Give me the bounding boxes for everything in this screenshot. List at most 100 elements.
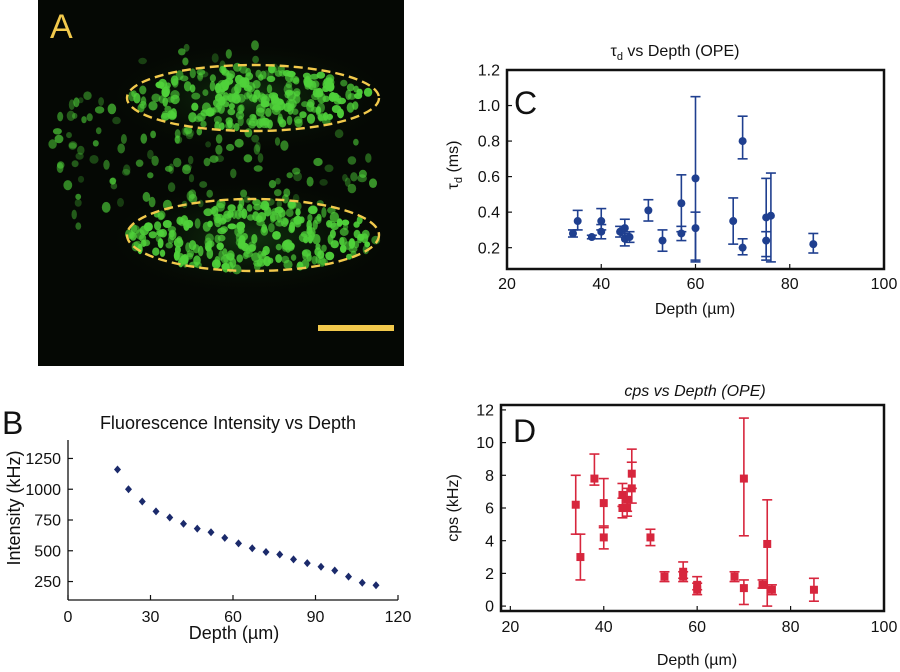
- chart-c-ylabel: τd (ms): [445, 141, 465, 190]
- cell: [321, 207, 327, 218]
- cell: [347, 156, 357, 165]
- cell: [216, 199, 226, 209]
- cell: [101, 201, 111, 213]
- cell: [227, 108, 236, 116]
- y-tick-label: 250: [34, 574, 61, 591]
- cell: [215, 144, 223, 155]
- cell: [168, 229, 177, 241]
- cell: [48, 139, 57, 149]
- cell: [244, 128, 253, 138]
- cell: [294, 118, 303, 128]
- cell: [350, 172, 358, 182]
- cell: [180, 75, 189, 82]
- cell: [230, 168, 237, 179]
- cell: [83, 91, 92, 100]
- cell: [199, 181, 208, 188]
- cell: [251, 252, 261, 263]
- y-tick-label: 0.4: [478, 205, 500, 222]
- cell: [185, 242, 191, 253]
- data-point: [762, 236, 771, 245]
- data-point: [739, 584, 748, 593]
- cell: [200, 120, 207, 128]
- data-point: [193, 524, 201, 533]
- y-tick-label: 500: [34, 543, 61, 560]
- cell: [307, 99, 315, 108]
- cell: [219, 122, 225, 130]
- cell: [147, 149, 154, 160]
- cell: [151, 93, 161, 103]
- panel-label-c: C: [514, 85, 537, 121]
- cell: [345, 89, 352, 101]
- cell: [306, 113, 316, 124]
- cell: [278, 70, 287, 77]
- cell: [148, 196, 156, 208]
- cell: [220, 254, 231, 264]
- cell: [240, 189, 248, 198]
- data-point: [625, 233, 634, 242]
- cell: [262, 245, 270, 256]
- cell: [243, 84, 253, 92]
- cell: [228, 103, 235, 110]
- data-point: [180, 519, 187, 528]
- cell: [161, 86, 170, 98]
- cell: [290, 75, 300, 83]
- cell: [168, 163, 175, 174]
- cell: [170, 94, 180, 105]
- data-point: [248, 544, 256, 553]
- x-tick-label: 30: [142, 609, 160, 626]
- cell: [237, 240, 247, 250]
- cell: [188, 174, 195, 183]
- cell: [290, 254, 297, 261]
- cell: [66, 132, 72, 139]
- cell: [239, 77, 247, 88]
- data-point: [125, 485, 132, 494]
- cell: [189, 68, 196, 79]
- cell: [234, 226, 243, 237]
- x-tick-label: 20: [498, 276, 516, 293]
- y-tick-label: 1.2: [478, 63, 500, 80]
- cell: [233, 123, 240, 132]
- cell: [191, 92, 201, 100]
- cell: [270, 214, 276, 223]
- cell: [142, 191, 151, 202]
- data-point: [138, 497, 146, 506]
- cell: [197, 245, 204, 257]
- cell: [75, 152, 84, 160]
- cell: [182, 127, 189, 136]
- data-point: [693, 585, 702, 594]
- cell: [234, 138, 244, 148]
- chart-c-xlabel: Depth (µm): [655, 301, 735, 318]
- cell: [243, 154, 253, 163]
- cell: [183, 125, 193, 135]
- data-point: [758, 580, 767, 589]
- chart-c-points: 20 40 60 80 100 0.2 0.4 0.6 0.8 1.0 1.2: [478, 63, 898, 293]
- cell: [325, 251, 335, 261]
- cell: [242, 252, 249, 260]
- cell: [150, 130, 157, 139]
- scale-bar: [318, 325, 394, 331]
- data-point: [568, 229, 577, 238]
- cell: [266, 84, 273, 94]
- cell: [303, 79, 309, 87]
- cell: [78, 97, 84, 104]
- cell: [193, 116, 203, 123]
- cell: [289, 221, 295, 233]
- cell: [356, 216, 363, 225]
- cell: [209, 81, 216, 92]
- data-point: [658, 236, 667, 245]
- cell: [167, 112, 177, 120]
- cell: [217, 103, 225, 114]
- cell: [63, 180, 73, 191]
- cell: [186, 190, 195, 202]
- cell: [98, 97, 104, 106]
- chart-c-title: τd vs Depth (OPE): [611, 43, 740, 63]
- x-tick-label: 20: [501, 619, 519, 636]
- cell: [253, 89, 261, 100]
- cell: [255, 103, 266, 113]
- cell: [315, 254, 321, 264]
- cell: [215, 134, 223, 144]
- cell: [365, 153, 372, 163]
- cell: [120, 134, 127, 144]
- data-point: [599, 499, 608, 508]
- cell: [306, 176, 314, 187]
